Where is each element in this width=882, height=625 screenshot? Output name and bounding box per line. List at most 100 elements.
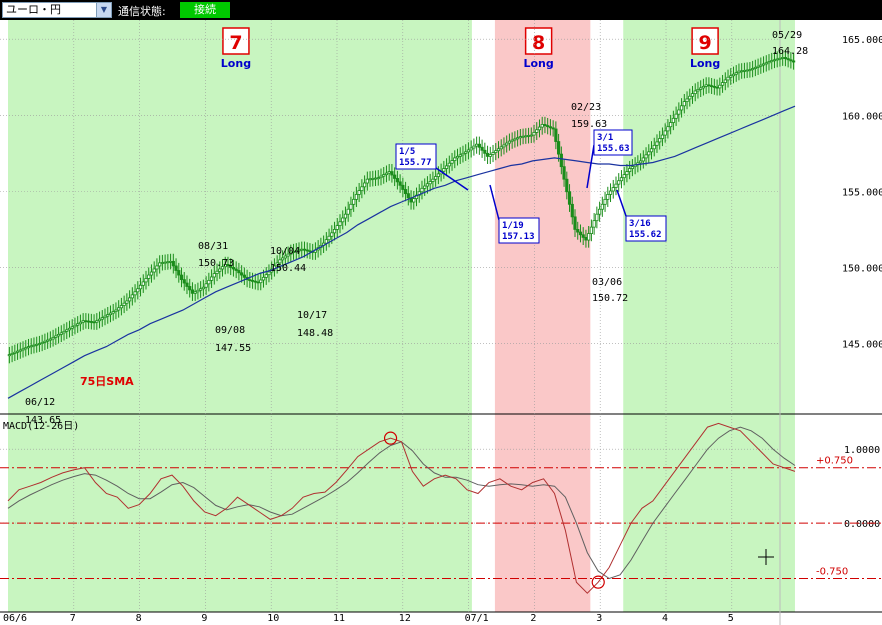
currency-pair-select[interactable]: ユーロ・円 ▼ xyxy=(2,2,112,18)
time-tick-label: 8 xyxy=(136,613,142,624)
candle-body xyxy=(778,57,782,60)
candle-body xyxy=(215,270,219,274)
candle-body xyxy=(488,154,492,157)
candle-body xyxy=(379,175,383,179)
time-tick-label: 2 xyxy=(530,613,536,624)
candle-body xyxy=(48,338,52,341)
candle-body xyxy=(578,231,583,236)
candle-body xyxy=(625,171,629,176)
candle-body xyxy=(562,166,566,180)
zone-label: Long xyxy=(690,57,720,70)
time-tick-label: 5 xyxy=(728,613,734,624)
candle-body xyxy=(24,347,28,350)
zone-1 xyxy=(8,20,472,612)
candle-body xyxy=(84,320,88,323)
candle-body xyxy=(781,57,785,59)
candle-body xyxy=(521,135,525,138)
candle-body xyxy=(343,213,348,219)
candle-body xyxy=(229,265,233,268)
candle-body xyxy=(250,279,255,282)
callout-date: 1/5 xyxy=(399,147,415,157)
candle-body xyxy=(587,233,591,241)
annotation-date: 05/29 xyxy=(772,30,802,41)
candle-body xyxy=(715,86,719,89)
candle-body xyxy=(171,260,175,267)
candle-body xyxy=(371,178,375,180)
candle-body xyxy=(365,178,369,184)
chevron-down-icon[interactable]: ▼ xyxy=(96,3,111,17)
candle-body xyxy=(352,198,356,205)
candle-body xyxy=(341,217,345,223)
candle-body xyxy=(420,187,424,193)
candle-body xyxy=(207,279,211,285)
candle-body xyxy=(557,141,561,155)
candle-body xyxy=(505,142,509,146)
candle-body xyxy=(679,105,684,111)
candle-body xyxy=(444,165,449,169)
candle-body xyxy=(666,126,670,132)
annotation-value: 150.44 xyxy=(270,263,306,274)
candle-body xyxy=(18,349,22,352)
callout-value: 157.13 xyxy=(502,232,535,242)
zone-number-box xyxy=(691,27,719,55)
candle-body xyxy=(283,255,287,259)
candle-body xyxy=(775,58,779,61)
callout-leader xyxy=(616,189,627,217)
candle-body xyxy=(114,309,118,312)
candle-body xyxy=(327,235,331,241)
zone-number: 9 xyxy=(698,32,711,54)
candle-body xyxy=(745,69,749,72)
callout-leader xyxy=(489,184,500,221)
candle-body xyxy=(204,283,208,288)
candle-body xyxy=(638,160,643,164)
candle-body xyxy=(581,234,585,238)
candle-body xyxy=(606,194,610,200)
candle-body xyxy=(496,148,501,152)
candle-body xyxy=(707,84,711,87)
connection-status-badge: 接続 xyxy=(180,2,230,18)
time-tick-label: 7 xyxy=(70,613,76,624)
price-chart[interactable]: 7 Long 8 Long 9 Long 06/6 7 8 9 10 11 12 07/1 2 3 4 5 145… xyxy=(0,20,882,625)
candle-body xyxy=(436,173,440,177)
candle-body xyxy=(770,60,774,63)
candle-body xyxy=(669,122,673,128)
candle-body xyxy=(608,190,613,195)
candle-body xyxy=(532,132,536,136)
zone-label: Long xyxy=(221,57,251,70)
candle-body xyxy=(718,84,722,89)
candle-body xyxy=(469,147,473,151)
candle-body xyxy=(617,180,621,185)
candle-body xyxy=(141,281,145,286)
candle-body xyxy=(559,153,563,168)
candle-body xyxy=(81,320,85,323)
candle-body xyxy=(308,250,312,253)
candle-body xyxy=(628,168,632,172)
callout-leader xyxy=(435,167,469,191)
candle-body xyxy=(127,297,132,302)
zone-number-box xyxy=(222,27,250,55)
candle-body xyxy=(403,189,408,195)
candle-body xyxy=(688,95,692,100)
candle-body xyxy=(660,134,665,139)
candle-body xyxy=(122,302,126,306)
callout-box xyxy=(625,215,667,242)
annotation-value: 150.73 xyxy=(198,258,234,269)
callout-box xyxy=(395,143,437,170)
callout-box xyxy=(498,217,540,244)
annotation-date: 03/06 xyxy=(592,277,622,288)
candle-body xyxy=(357,190,361,195)
candle-body xyxy=(152,268,156,273)
callout-value: 155.62 xyxy=(629,230,662,240)
candle-body xyxy=(76,323,80,326)
candle-body xyxy=(21,348,25,351)
annotation-value: 150.72 xyxy=(592,293,628,304)
time-tick-label: 10 xyxy=(267,613,279,624)
candle-body xyxy=(330,232,334,237)
candle-body xyxy=(655,141,659,146)
crossover-marker xyxy=(591,575,605,589)
candle-body xyxy=(720,82,725,86)
candle-body xyxy=(461,152,465,156)
annotation-value: 159.63 xyxy=(571,119,607,130)
candle-body xyxy=(529,134,533,137)
time-tick-label: 07/1 xyxy=(465,613,489,624)
